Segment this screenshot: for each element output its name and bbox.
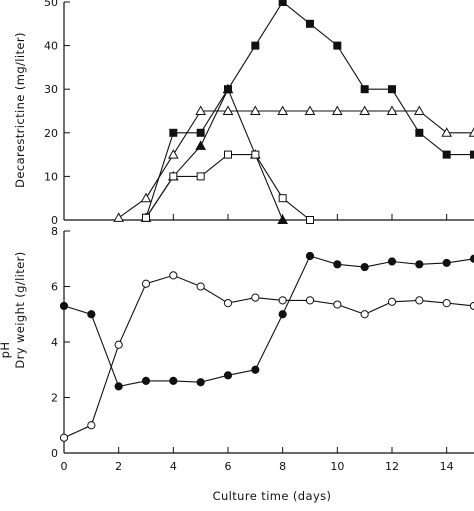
bottom-ytick-label: 4 (51, 336, 58, 349)
top-ytick-label: 0 (51, 214, 58, 227)
top-series-0-point (278, 0, 287, 6)
bottom-series-1-point (87, 421, 96, 430)
top-series-3-point (224, 150, 232, 159)
bottom-series-0-line (63, 255, 474, 388)
bottom-series-1-point (305, 296, 315, 305)
bottom-series-0-point (360, 262, 369, 272)
top-series-2-point (277, 214, 289, 224)
bottom-series-0-point (333, 260, 342, 269)
top-series-0-point (360, 85, 369, 94)
bottom-xtick-label: 8 (279, 460, 286, 473)
bottom-xtick-label: 4 (170, 460, 177, 473)
top-ytick-label: 30 (44, 83, 58, 96)
bottom-series-1-line (63, 274, 474, 439)
top-series-1-point (359, 105, 371, 115)
top-ytick-label: 10 (44, 170, 58, 183)
bottom-series-1-point (114, 340, 123, 349)
top-panel: Decarestrictine (mg/liter) 0 10 20 30 40 50 (13, 0, 474, 227)
bottom-series-1-point (251, 293, 260, 302)
top-series-0-point (415, 128, 424, 137)
bottom-ylabel-dry-weight: Dry weight (g/liter) (13, 251, 27, 368)
top-series-1-point (413, 105, 425, 115)
bottom-series-0-point (87, 310, 96, 319)
bottom-xlabel: Culture time (days) (213, 489, 332, 503)
bottom-series-1-point (223, 299, 233, 308)
top-series-3-point (169, 172, 178, 181)
bottom-ylabel-ph: pH (0, 342, 12, 359)
top-series-3-line (145, 154, 311, 221)
top-series-0-point (470, 150, 474, 159)
top-series-1-point (113, 212, 125, 222)
top-series-3-point (251, 150, 260, 159)
top-series-1-point (195, 105, 207, 115)
bottom-series-1-point (387, 297, 397, 306)
bottom-series-1-point (278, 296, 287, 305)
top-series-1-point (249, 105, 261, 115)
bottom-xtick-label: 14 (440, 460, 454, 473)
top-series-3-point (278, 194, 287, 203)
bottom-series-0-point (305, 251, 315, 261)
top-series-2-point (195, 140, 207, 150)
bottom-series-0-point (196, 378, 205, 387)
bottom-panel: pH Dry weight (g/liter) Culture time (da… (0, 225, 474, 503)
bottom-series-1-point (141, 279, 151, 288)
top-series-1-point (331, 105, 343, 115)
top-series-0-point (251, 41, 260, 50)
bottom-series-1-point (169, 271, 178, 280)
bottom-ytick-label: 2 (51, 392, 58, 405)
bottom-series-1-point (415, 296, 424, 305)
bottom-xtick-label: 6 (225, 460, 232, 473)
bottom-series-0-point (442, 258, 451, 268)
bottom-ytick-label: 8 (51, 225, 58, 238)
top-series-0-point (388, 85, 396, 94)
top-series-1-point (441, 127, 453, 137)
bottom-xtick-label: 10 (330, 460, 344, 473)
top-series-3-point (142, 213, 150, 222)
top-series-0-point (333, 41, 342, 50)
bottom-series-0-point (114, 382, 123, 391)
bottom-series-0-point (251, 365, 260, 374)
bottom-series-0-point (415, 260, 424, 269)
top-series-0-point (306, 19, 314, 28)
top-series-1-point (222, 105, 234, 115)
top-series-1-point (140, 192, 152, 203)
bottom-xtick-label: 2 (115, 460, 122, 473)
bottom-series-1-point (59, 433, 69, 442)
top-ylabel: Decarestrictine (mg/liter) (13, 32, 27, 188)
top-series-1-point (386, 105, 398, 115)
top-ytick-label: 50 (44, 0, 58, 9)
top-ytick-label: 40 (44, 40, 58, 53)
bottom-xtick-label: 12 (385, 460, 399, 473)
top-ytick-label: 20 (44, 127, 58, 140)
bottom-series-0-point (141, 376, 151, 385)
bottom-series-1-point (442, 299, 451, 308)
bottom-series-0-point (387, 257, 397, 266)
bottom-series-0-point (59, 301, 69, 311)
bottom-series-0-point (278, 310, 287, 319)
bottom-xtick-label: 0 (61, 460, 68, 473)
top-series-3-point (306, 216, 314, 224)
bottom-series-0-point (223, 371, 233, 380)
bottom-series-1-point (196, 282, 205, 291)
bottom-ytick-label: 6 (51, 281, 58, 294)
top-series-1-point (304, 105, 316, 115)
bottom-series-1-point (333, 300, 342, 309)
bottom-series-0-point (469, 254, 474, 263)
top-series-1-line (118, 110, 474, 219)
top-series-3-point (196, 172, 205, 181)
top-series-1-point (277, 105, 289, 115)
bottom-series-1-point (469, 301, 474, 311)
top-series-0-point (169, 128, 178, 137)
top-series-1-point (167, 149, 179, 159)
top-series-2-point (222, 83, 234, 94)
bottom-ytick-label: 0 (51, 447, 58, 460)
bottom-series-1-point (360, 310, 369, 319)
bottom-series-0-point (169, 376, 178, 385)
top-series-0-point (442, 150, 451, 159)
top-series-0-point (196, 128, 205, 137)
top-series-1-point (468, 127, 474, 137)
